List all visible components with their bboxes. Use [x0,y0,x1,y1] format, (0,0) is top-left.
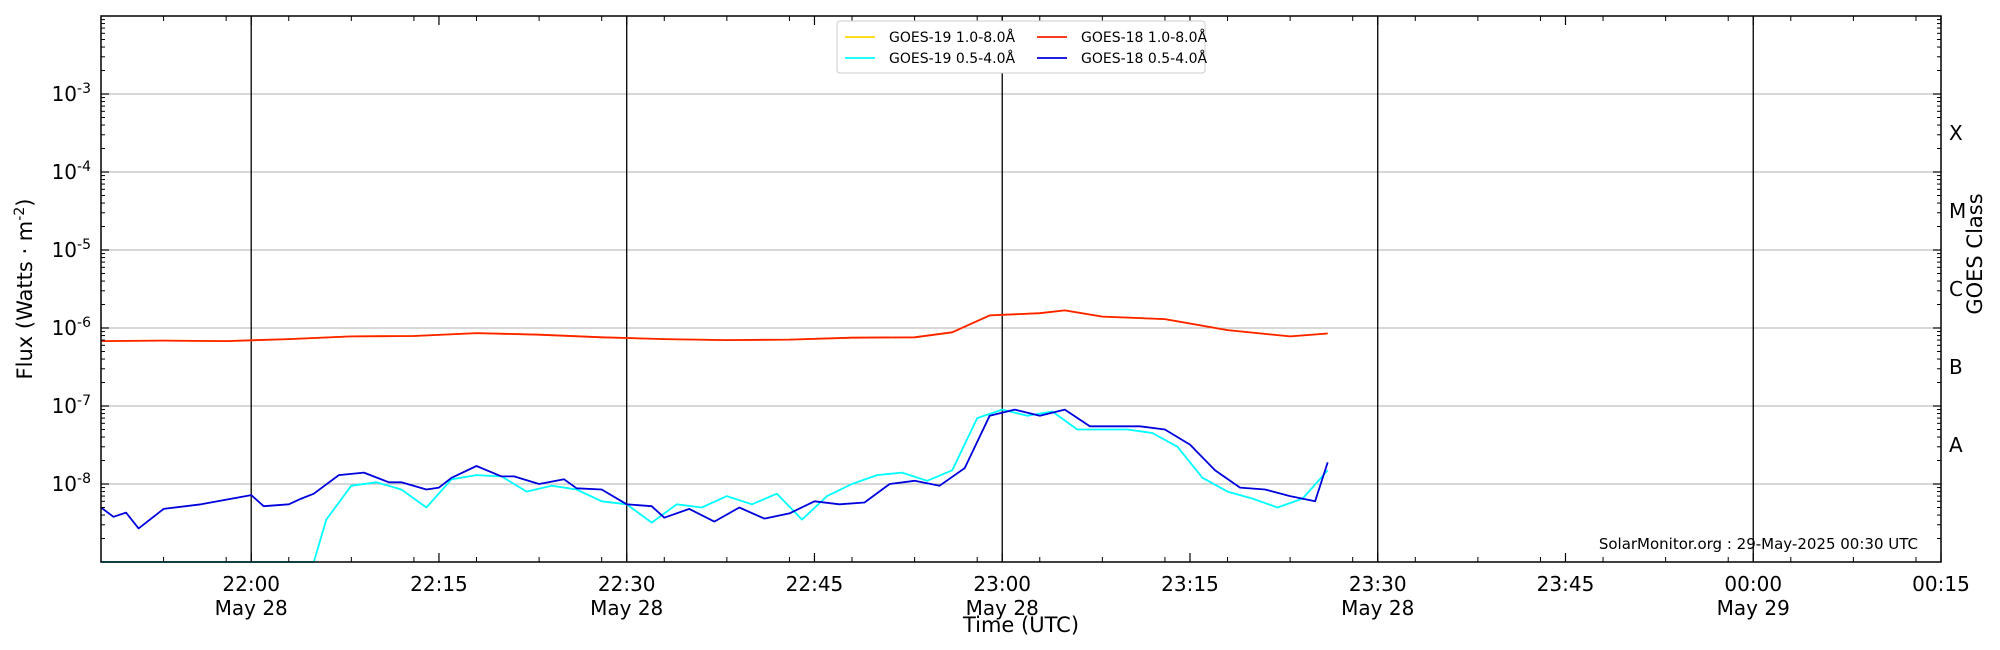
y-tick-base: 10 [52,472,77,496]
x-tick-label: 00:00 [1724,572,1782,596]
y-tick-exponent: -3 [77,81,91,97]
date-divider-lines [250,16,1754,562]
x-tick-label: 22:30 [598,572,656,596]
y-tick-base: 10 [52,160,77,184]
x-tick-label: 23:00 [973,572,1031,596]
x-tick-label: 23:45 [1537,572,1595,596]
x-tick-label: 22:15 [410,572,468,596]
y-tick-base: 10 [52,394,77,418]
x-tick-label: 22:45 [786,572,844,596]
horizontal-grid [101,93,1941,485]
plot-frame [100,15,1942,563]
legend: GOES-19 1.0-8.0Å GOES-19 0.5-4.0Å GOES-18 … [836,20,1207,74]
y-tick-label: 10-8 [52,471,91,496]
y-tick-exponent: -6 [77,315,91,331]
x-tick-date-label: May 28 [590,596,663,620]
series-line [100,408,1329,530]
y-axis-label-close: ) [13,199,37,207]
legend-entry: GOES-19 1.0-8.0Å [889,29,1015,46]
y-axis-label-main: Flux (Watts · m [13,221,37,380]
y-tick-label: 10-6 [52,315,92,340]
y-axis-label-sup: -2 [12,207,28,221]
y-tick-exponent: -7 [77,393,91,409]
series-line [101,408,1329,563]
y-tick-base: 10 [52,82,77,106]
x-tick-label: 22:00 [222,572,280,596]
x-tick-date-label: May 28 [1341,596,1414,620]
axis-ticks [100,16,1942,562]
y-tick-base: 10 [52,316,77,340]
x-axis-label: Time (UTC) [962,613,1079,637]
legend-entry: GOES-19 0.5-4.0Å [889,50,1015,67]
legend-entry: GOES-18 1.0-8.0Å [1081,29,1207,46]
credit-text: SolarMonitor.org : 29-May-2025 00:30 UTC [1599,535,1918,553]
goes-class-axis-label: GOES Class [1963,193,1987,314]
x-tick-date-label: May 28 [215,596,288,620]
y-tick-label: 10-5 [52,237,91,262]
x-tick-date-label: May 28 [966,596,1039,620]
y-tick-exponent: -5 [77,237,91,253]
goes-class-label: X [1949,121,1963,145]
y-tick-labels: 10-810-710-610-510-410-3 [52,81,92,496]
goes-class-labels: A B C M X [1949,121,1966,457]
goes-class-label: C [1949,277,1963,301]
y-tick-label: 10-3 [52,81,91,106]
goes-class-label: B [1949,355,1963,379]
y-tick-base: 10 [52,238,77,262]
y-tick-exponent: -8 [77,471,91,487]
series-line [100,309,1328,343]
x-tick-label: 23:30 [1349,572,1407,596]
x-tick-label: 00:15 [1912,572,1970,596]
x-tick-date-label: May 29 [1717,596,1790,620]
y-tick-exponent: -4 [77,159,91,175]
y-tick-label: 10-4 [52,159,92,184]
y-axis-label: Flux (Watts · m-2) [12,199,37,380]
y-tick-label: 10-7 [52,393,91,418]
series-lines [100,309,1329,563]
x-tick-label: 23:15 [1161,572,1219,596]
goes-class-label: A [1949,433,1963,457]
legend-entry: GOES-18 0.5-4.0Å [1081,50,1207,67]
series-line [100,309,1328,343]
goes-class-label: M [1949,199,1966,223]
legend-box [836,20,1206,74]
